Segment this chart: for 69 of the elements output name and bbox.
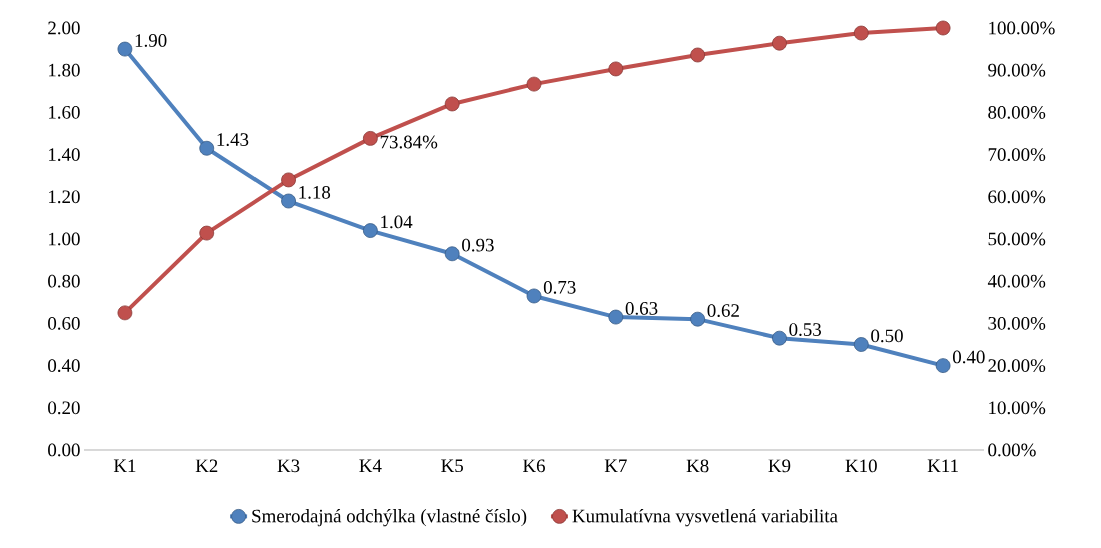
point bbox=[526, 288, 542, 304]
data-label: 1.04 bbox=[381, 215, 413, 229]
data-label: 0.53 bbox=[789, 323, 822, 336]
y2-tick-label: 50.00% bbox=[988, 232, 1046, 246]
x-tick-label: K4 bbox=[359, 459, 382, 472]
x-tick-label: K8 bbox=[686, 459, 709, 473]
point bbox=[117, 41, 133, 57]
data-label: 0.50 bbox=[871, 329, 903, 343]
point bbox=[281, 172, 296, 188]
point bbox=[935, 20, 951, 36]
point bbox=[690, 311, 706, 327]
y2-tick-label: 0.00% bbox=[988, 443, 1036, 457]
data-label: 0.73 bbox=[543, 280, 576, 294]
x-tick-label: K3 bbox=[277, 459, 300, 473]
x-tick-label: K5 bbox=[441, 459, 463, 473]
point bbox=[444, 96, 460, 112]
y-tick-label: 0.60 bbox=[48, 316, 80, 330]
point bbox=[281, 193, 296, 209]
point bbox=[608, 61, 624, 77]
y-tick-label: 2.00 bbox=[48, 21, 80, 35]
legend-label: Smerodajná odchýlka (vlastné číslo) bbox=[252, 509, 527, 527]
y-tick-label: 0.20 bbox=[48, 401, 80, 415]
x-tick-label: K9 bbox=[768, 459, 791, 473]
y-tick-label: 1.20 bbox=[49, 190, 80, 204]
y-tick-label: 1.60 bbox=[49, 105, 80, 119]
data-label: 0.63 bbox=[625, 302, 658, 315]
data-label: 0.40 bbox=[952, 350, 985, 364]
y-tick-label: 1.40 bbox=[49, 148, 80, 162]
data-label: 0.93 bbox=[462, 238, 494, 252]
y-tick-label: 0.40 bbox=[48, 359, 80, 373]
point bbox=[117, 305, 133, 321]
data-label: 1.43 bbox=[217, 133, 249, 147]
y2-tick-label: 80.00% bbox=[988, 105, 1046, 119]
point bbox=[772, 330, 787, 346]
y-tick-label: 0.80 bbox=[48, 274, 80, 288]
point bbox=[690, 47, 706, 63]
point bbox=[853, 25, 869, 41]
y-tick-label: 0.00 bbox=[48, 443, 80, 457]
point bbox=[199, 140, 215, 156]
point bbox=[526, 76, 542, 92]
point bbox=[772, 35, 787, 51]
point bbox=[444, 246, 460, 262]
point bbox=[362, 131, 378, 146]
data-label: 1.18 bbox=[299, 185, 331, 199]
x-tick-label: K7 bbox=[604, 459, 627, 472]
point bbox=[853, 337, 869, 352]
x-tick-label: K10 bbox=[845, 459, 877, 473]
data-label: 1.90 bbox=[135, 34, 167, 47]
point bbox=[362, 223, 378, 238]
data-label: 73.84% bbox=[380, 135, 438, 149]
y2-tick-label: 60.00% bbox=[988, 190, 1046, 204]
point bbox=[608, 309, 624, 325]
data-label: 0.62 bbox=[707, 304, 739, 317]
y2-tick-label: 30.00% bbox=[988, 316, 1046, 330]
x-tick-label: K11 bbox=[927, 459, 958, 472]
y-tick-label: 1.80 bbox=[49, 63, 80, 77]
point bbox=[935, 358, 951, 373]
y2-tick-label: 10.00% bbox=[989, 401, 1046, 415]
y2-tick-label: 40.00% bbox=[987, 274, 1046, 288]
y2-tick-label: 70.00% bbox=[988, 148, 1046, 162]
x-tick-label: K1 bbox=[113, 459, 136, 472]
y2-tick-label: 20.00% bbox=[988, 359, 1046, 373]
x-tick-label: K6 bbox=[522, 459, 545, 473]
y2-tick-label: 100.00% bbox=[989, 21, 1055, 35]
point bbox=[199, 225, 215, 241]
legend-label: Kumulatívna vysvetlená variabilita bbox=[572, 509, 838, 527]
y-tick-label: 1.00 bbox=[49, 232, 80, 246]
x-tick-label: K2 bbox=[195, 459, 218, 473]
y2-tick-label: 90.00% bbox=[988, 63, 1046, 77]
